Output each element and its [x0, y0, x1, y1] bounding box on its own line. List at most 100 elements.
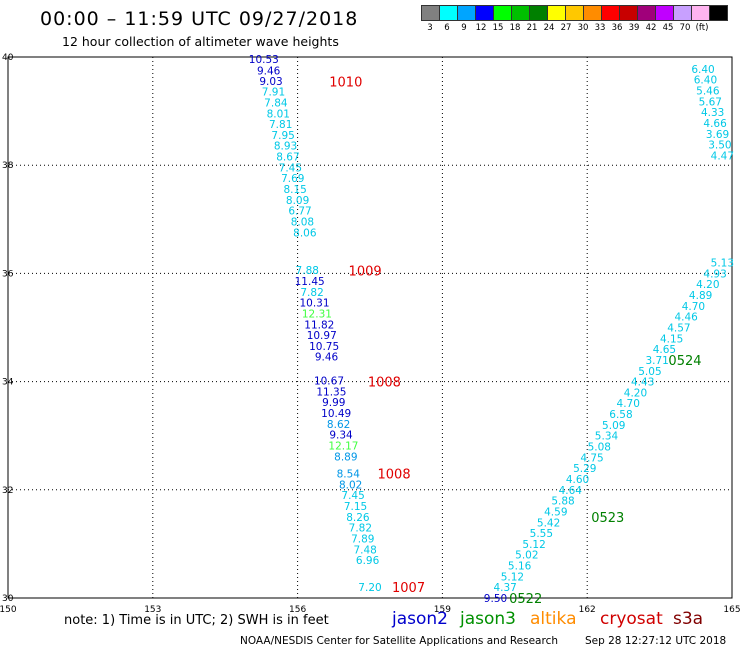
swh-value: 8.62 [327, 419, 350, 431]
swh-value: 11.82 [304, 319, 334, 331]
swh-value: 4.70 [617, 398, 640, 410]
swh-value: 11.35 [316, 386, 346, 398]
swh-value: 5.08 [588, 442, 611, 454]
swh-value: 10.53 [249, 54, 279, 66]
swh-value: 5.88 [551, 496, 574, 508]
swh-value: 4.15 [660, 333, 683, 345]
swh-value: 9.34 [329, 430, 353, 442]
swh-value: 4.20 [696, 279, 719, 291]
swh-value: 7.81 [269, 119, 292, 131]
swh-value: 5.05 [638, 366, 661, 378]
swh-value: 7.82 [349, 523, 372, 535]
swh-value: 11.45 [295, 276, 325, 288]
pass-label: 0522 [509, 592, 542, 607]
swh-value: 4.20 [624, 387, 647, 399]
swh-value: 8.67 [276, 152, 299, 164]
swh-value: 9.46 [315, 352, 339, 364]
swh-value: 7.45 [341, 490, 364, 502]
swh-value: 7.95 [271, 130, 294, 142]
swh-value: 8.26 [346, 512, 370, 524]
swh-value: 4.37 [493, 582, 516, 594]
y-tick-label: 30 [2, 594, 14, 604]
y-tick-label: 32 [2, 486, 13, 496]
swh-value: 10.49 [321, 408, 351, 420]
swh-value: 7.89 [351, 533, 374, 545]
swh-value: 6.77 [288, 206, 311, 218]
legend-label: 15 [492, 23, 504, 33]
swh-value: 4.46 [674, 312, 698, 324]
swh-value: 7.91 [262, 87, 285, 99]
swh-value: 9.46 [257, 66, 281, 78]
sat-altika: altika [530, 609, 577, 629]
sat-jason3: jason3 [460, 609, 516, 629]
sat-s3a: s3a [673, 609, 704, 629]
swh-value: 4.47 [711, 150, 734, 162]
swh-value: 4.70 [682, 301, 705, 313]
legend-swatch [709, 5, 728, 21]
y-tick-label: 34 [2, 378, 14, 388]
plot-frame [7, 56, 733, 599]
swh-value: 8.89 [334, 451, 357, 463]
legend-label: 21 [526, 23, 538, 33]
pass-label: 0524 [668, 354, 701, 369]
swh-value: 7.20 [358, 582, 381, 594]
time-label: 1008 [378, 468, 411, 483]
swh-value: 3.71 [645, 355, 668, 367]
swh-value: 7.84 [264, 97, 288, 109]
swh-value: 10.97 [307, 330, 337, 342]
swh-value: 5.13 [711, 258, 734, 270]
legend-label: 18 [509, 23, 521, 33]
swh-value: 6.40 [691, 64, 714, 76]
legend-label: 39 [628, 23, 640, 33]
swh-value: 6.40 [694, 75, 717, 87]
x-tick-label: 159 [434, 605, 451, 615]
swh-value: 7.69 [281, 173, 304, 185]
x-tick-label: 150 [0, 605, 17, 615]
timestamp: Sep 28 12:27:12 UTC 2018 [585, 635, 727, 647]
x-tick-label: 165 [723, 605, 740, 615]
time-label: 1008 [368, 376, 401, 391]
swh-value: 9.99 [322, 397, 345, 409]
swh-value: 8.54 [337, 469, 361, 481]
swh-value: 6.58 [609, 409, 632, 421]
swh-value: 4.43 [631, 377, 654, 389]
swh-value: 10.31 [299, 298, 329, 310]
swh-value: 4.60 [566, 474, 589, 486]
swh-value: 5.42 [537, 517, 560, 529]
legend-swatches [421, 5, 728, 21]
pass-label: 0523 [591, 511, 624, 526]
x-tick-label: 162 [579, 605, 596, 615]
x-tick-label: 156 [289, 605, 306, 615]
swh-value: 10.75 [309, 341, 339, 353]
swh-value: 7.88 [296, 265, 319, 277]
swh-value: 3.50 [708, 140, 731, 152]
swh-value: 4.93 [703, 268, 726, 280]
y-tick-label: 36 [2, 269, 14, 279]
swh-value: 4.64 [559, 485, 583, 497]
footer-note: note: 1) Time is in UTC; 2) SWH is in fe… [64, 613, 329, 628]
legend-label: 30 [577, 23, 589, 33]
chart-title: 00:00 – 11:59 UTC 09/27/2018 [40, 8, 359, 30]
swh-value: 5.55 [530, 528, 553, 540]
swh-value: 5.16 [508, 561, 532, 573]
swh-value: 4.65 [653, 344, 676, 356]
legend-label: 3 [427, 23, 433, 33]
swh-value: 8.06 [293, 227, 317, 239]
swh-value: 4.75 [580, 452, 603, 464]
swh-value: 3.69 [706, 129, 729, 141]
swh-value: 4.66 [703, 118, 727, 130]
time-label: 1010 [329, 75, 362, 90]
x-tick-label: 153 [144, 605, 161, 615]
swh-value: 5.02 [515, 550, 538, 562]
swh-value: 8.01 [267, 108, 290, 120]
legend-label: 6 [444, 23, 450, 33]
legend-label: 33 [594, 23, 606, 33]
swh-value: 4.59 [544, 506, 567, 518]
swh-value: 5.67 [699, 96, 722, 108]
credit-line: NOAA/NESDIS Center for Satellite Applica… [240, 635, 558, 647]
swh-value: 9.50 [484, 593, 507, 605]
swh-value: 5.29 [573, 463, 596, 475]
swh-value: 5.34 [595, 431, 619, 443]
legend-label: (ft) [695, 23, 709, 33]
